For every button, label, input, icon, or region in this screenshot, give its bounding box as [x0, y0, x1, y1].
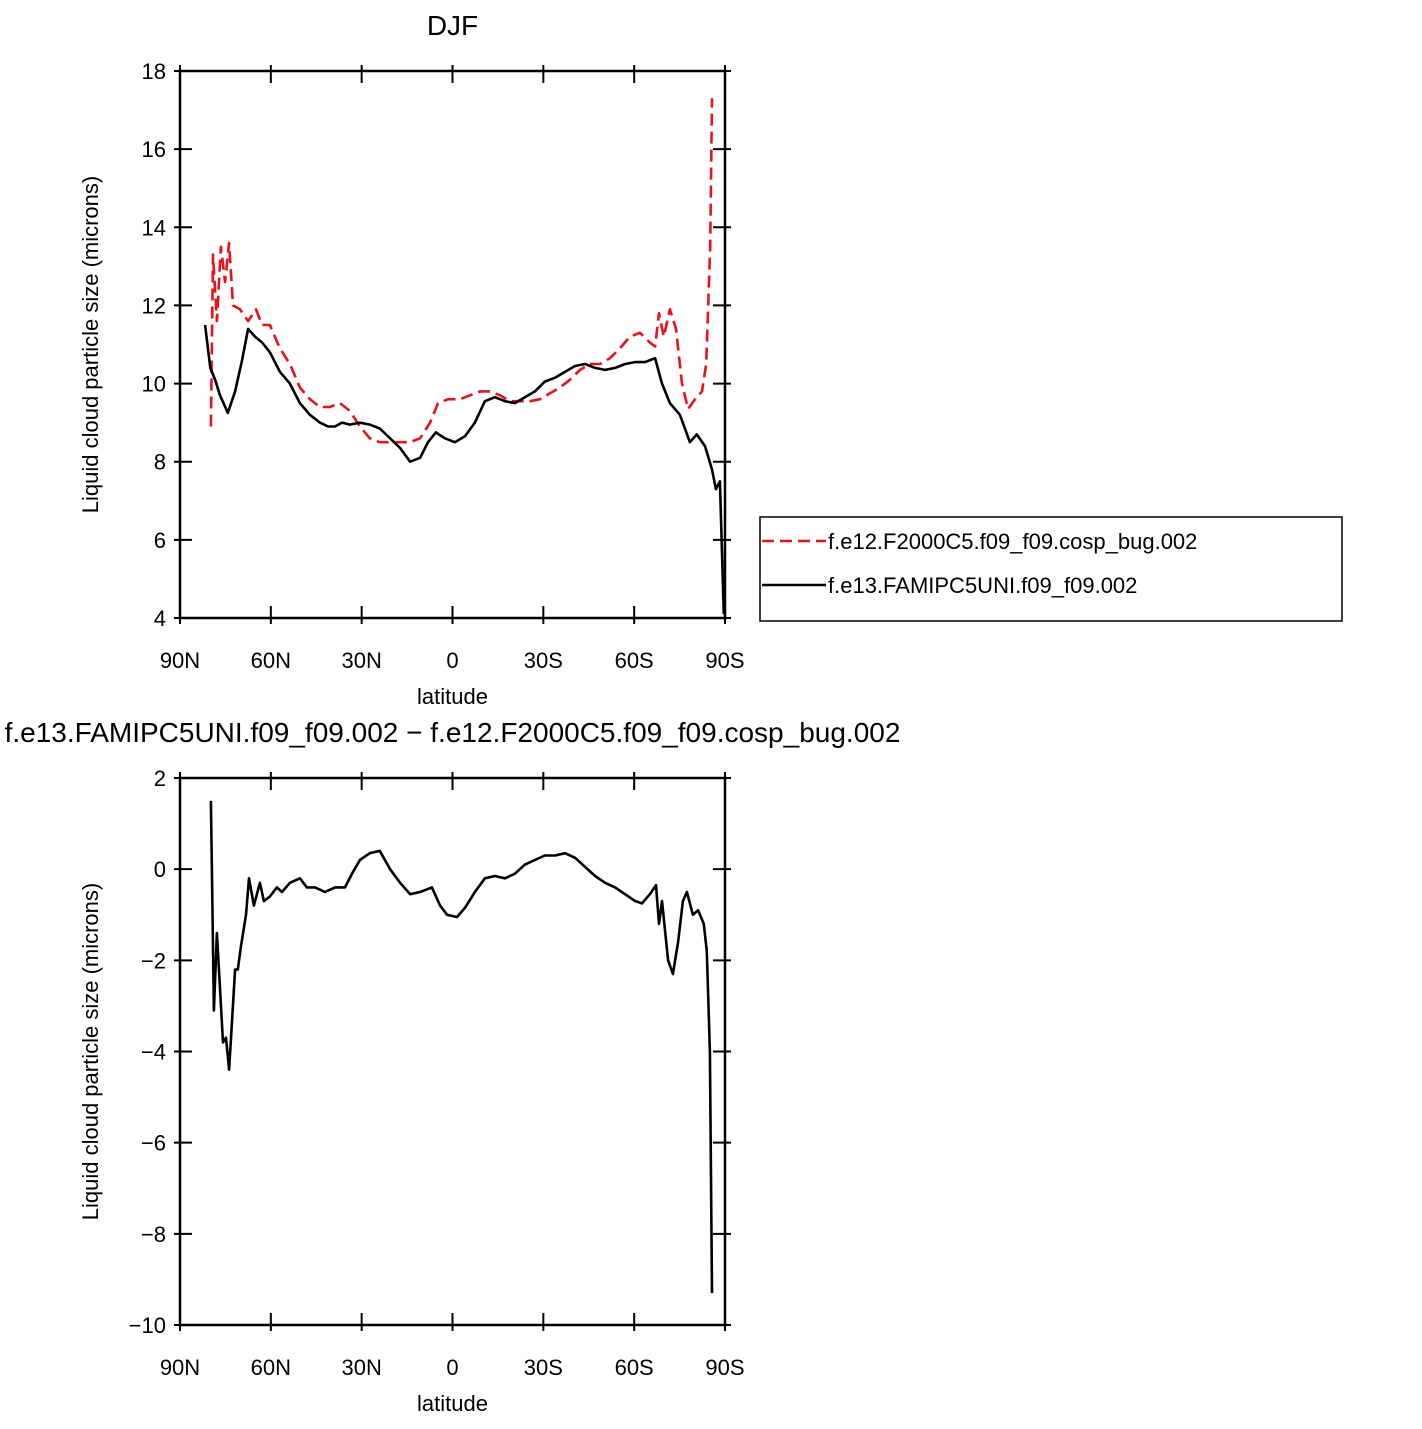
x-tick-label: 0	[446, 1355, 458, 1380]
x-tick-label: 30N	[341, 648, 381, 673]
y-tick-label: 14	[142, 215, 166, 240]
y-tick-label: 4	[154, 606, 166, 631]
x-tick-label: 90N	[160, 648, 200, 673]
x-tick-label: 90N	[160, 1355, 200, 1380]
x-tick-label: 60S	[615, 648, 654, 673]
x-tick-label: 60N	[251, 1355, 291, 1380]
y-axis-label: Liquid cloud particle size (microns)	[78, 883, 103, 1220]
x-axis-label: latitude	[417, 684, 488, 709]
y-tick-label: 6	[154, 528, 166, 553]
y-tick-label: 0	[154, 857, 166, 882]
y-tick-label: −8	[141, 1222, 166, 1247]
x-tick-label: 90S	[705, 648, 744, 673]
plot-frame	[178, 776, 727, 1327]
y-tick-label: −2	[141, 948, 166, 973]
data-line	[209, 800, 714, 1294]
legend-box	[759, 516, 1343, 622]
x-axis-label: latitude	[417, 1391, 488, 1416]
legend-label: f.e12.F2000C5.f09_f09.cosp_bug.002	[828, 529, 1197, 554]
y-tick-label: −10	[129, 1313, 166, 1338]
y-tick-label: 18	[142, 59, 166, 84]
y-tick-label: 12	[142, 293, 166, 318]
chart-title: DJF	[427, 10, 478, 41]
data-line	[203, 324, 726, 615]
y-tick-label: −6	[141, 1131, 166, 1156]
y-tick-label: 10	[142, 372, 166, 397]
x-tick-label: 90S	[705, 1355, 744, 1380]
y-tick-label: −4	[141, 1040, 166, 1065]
y-tick-label: 16	[142, 137, 166, 162]
x-tick-label: 0	[446, 648, 458, 673]
x-tick-label: 30N	[341, 1355, 381, 1380]
chart-title: f.e13.FAMIPC5UNI.f09_f09.002 − f.e12.F20…	[5, 717, 901, 748]
x-tick-label: 60S	[615, 1355, 654, 1380]
y-axis-label: Liquid cloud particle size (microns)	[78, 176, 103, 513]
x-tick-label: 60N	[251, 648, 291, 673]
y-tick-label: 8	[154, 450, 166, 475]
data-line	[209, 98, 714, 444]
x-tick-label: 30S	[524, 1355, 563, 1380]
y-tick-label: 2	[154, 766, 166, 791]
x-tick-label: 30S	[524, 648, 563, 673]
legend-label: f.e13.FAMIPC5UNI.f09_f09.002	[828, 573, 1137, 598]
plot-frame	[178, 69, 727, 620]
